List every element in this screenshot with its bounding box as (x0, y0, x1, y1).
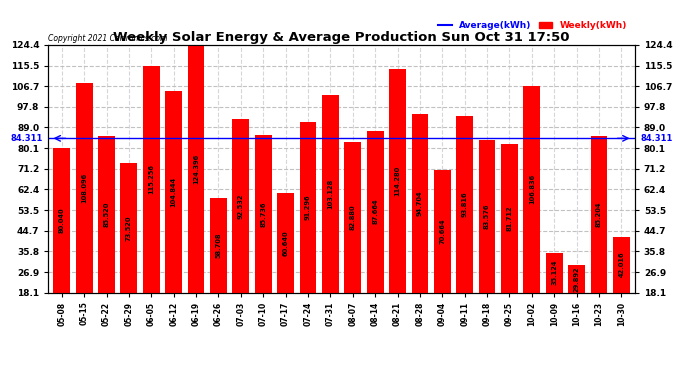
Bar (344, 142, 361, 292)
Text: 93.816: 93.816 (462, 192, 468, 217)
Text: Copyright 2021 Cartronics.com: Copyright 2021 Cartronics.com (48, 33, 168, 42)
Legend: Average(kWh), Weekly(kWh): Average(kWh), Weekly(kWh) (435, 17, 630, 33)
Text: 29.892: 29.892 (573, 266, 580, 292)
Bar (255, 135, 272, 292)
Text: 83.576: 83.576 (484, 204, 490, 229)
Text: 82.880: 82.880 (350, 204, 356, 230)
Bar (233, 119, 249, 292)
Bar (366, 130, 384, 292)
Text: 104.844: 104.844 (170, 176, 177, 207)
Bar (434, 170, 451, 292)
Text: 91.296: 91.296 (305, 195, 311, 220)
Text: 70.664: 70.664 (440, 219, 445, 244)
Bar (210, 198, 227, 292)
Bar (188, 45, 204, 292)
Text: 81.712: 81.712 (506, 206, 513, 231)
Text: 103.128: 103.128 (327, 178, 333, 209)
Bar (501, 144, 518, 292)
Text: 108.096: 108.096 (81, 172, 87, 203)
Bar (411, 114, 428, 292)
Bar (613, 237, 630, 292)
Bar (322, 94, 339, 292)
Text: 35.124: 35.124 (551, 260, 558, 285)
Title: Weekly Solar Energy & Average Production Sun Oct 31 17:50: Weekly Solar Energy & Average Production… (113, 31, 570, 44)
Text: 85.520: 85.520 (104, 201, 110, 227)
Text: 114.280: 114.280 (395, 165, 400, 196)
Text: 42.016: 42.016 (618, 252, 624, 278)
Bar (277, 194, 294, 292)
Text: 124.396: 124.396 (193, 154, 199, 184)
Text: 94.704: 94.704 (417, 190, 423, 216)
Text: 84.311: 84.311 (10, 134, 43, 143)
Text: 85.204: 85.204 (596, 202, 602, 227)
Bar (299, 122, 317, 292)
Text: 60.640: 60.640 (283, 230, 288, 256)
Bar (479, 140, 495, 292)
Text: 85.736: 85.736 (260, 201, 266, 226)
Bar (166, 90, 182, 292)
Bar (121, 164, 137, 292)
Text: 73.520: 73.520 (126, 215, 132, 241)
Text: 80.040: 80.040 (59, 208, 65, 233)
Text: 115.256: 115.256 (148, 164, 155, 194)
Bar (591, 136, 607, 292)
Bar (143, 66, 159, 292)
Bar (546, 253, 562, 292)
Text: 92.532: 92.532 (238, 193, 244, 219)
Bar (456, 116, 473, 292)
Text: 84.311: 84.311 (641, 134, 673, 143)
Bar (568, 265, 585, 292)
Bar (389, 69, 406, 292)
Text: 87.664: 87.664 (372, 199, 378, 224)
Bar (98, 135, 115, 292)
Bar (524, 86, 540, 292)
Bar (76, 83, 92, 292)
Bar (53, 148, 70, 292)
Text: 106.836: 106.836 (529, 174, 535, 204)
Text: 58.708: 58.708 (215, 232, 221, 258)
